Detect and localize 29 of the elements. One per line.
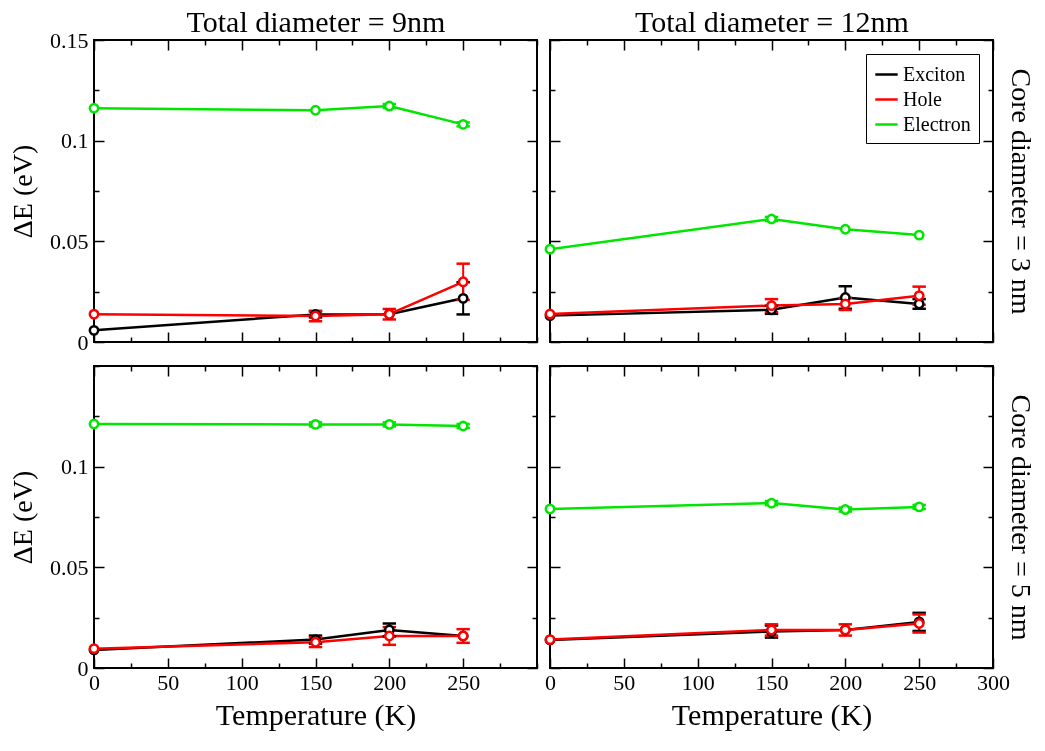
y-tick-label: 0.15 [50,27,89,53]
y-tick-label: 0.1 [61,454,89,480]
legend-label: Hole [903,87,942,110]
legend-label: Electron [903,112,971,135]
x-tick-label: 250 [447,669,481,695]
x-tick-label: 200 [373,669,407,695]
x-axis-title: Temperature (K) [671,697,873,732]
y-tick-label: 0 [77,329,89,355]
y-tick-label: 0.05 [50,554,89,580]
x-tick-label: 0 [545,669,556,695]
x-tick-label: 250 [903,669,937,695]
x-tick-label: 100 [225,669,259,695]
y-axis-title: ΔE (eV) [7,144,38,239]
y-tick-label: 0.05 [50,228,89,254]
legend-label: Exciton [903,62,966,85]
x-tick-label: 50 [157,669,180,695]
y-axis-title: ΔE (eV) [7,470,38,565]
x-tick-label: 50 [613,669,636,695]
chart-title: Total diameter = 9nm [186,4,446,38]
x-tick-label: 300 [977,669,1010,695]
x-tick-label: 150 [755,669,789,695]
x-tick-label: 100 [681,669,715,695]
y-tick-label: 0.1 [61,128,89,154]
y2-axis-title: Core diameter = 5 nm [1006,394,1038,641]
chart-title: Total diameter = 12nm [635,4,909,38]
x-tick-label: 200 [829,669,863,695]
x-tick-label: 150 [299,669,333,695]
x-axis-title: Temperature (K) [215,697,417,732]
y2-axis-title: Core diameter = 3 nm [1006,68,1038,315]
